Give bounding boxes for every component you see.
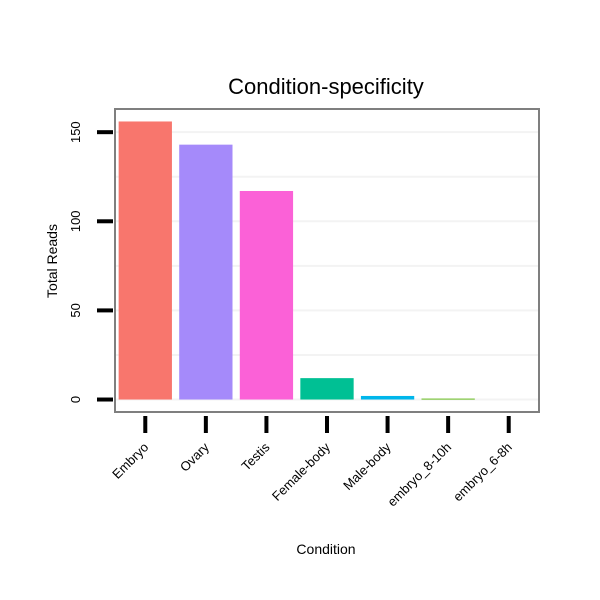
gridlines: [115, 131, 539, 401]
x-tick-label: Embryo: [109, 440, 151, 482]
bar-embryo_8-10h: [421, 398, 475, 400]
y-tick-label: 150: [68, 121, 83, 143]
x-tick-label: embryo_6-8h: [450, 440, 515, 505]
x-tick-label: Male-body: [340, 439, 394, 493]
plot-frame: [114, 108, 540, 413]
bar-testis: [239, 190, 294, 400]
x-axis-label: Condition: [296, 541, 355, 557]
bar-male-body: [360, 395, 415, 400]
x-tick-label: Testis: [238, 439, 272, 473]
y-tick-label: 0: [68, 396, 83, 403]
bars: [118, 121, 475, 400]
chart-title: Condition-specificity: [228, 74, 424, 99]
x-tick-label: embryo_8-10h: [384, 440, 454, 510]
y-tick-label: 50: [68, 303, 83, 317]
bar-ovary: [179, 144, 233, 400]
bar-female-body: [300, 378, 354, 400]
x-tick-label: Female-body: [269, 439, 334, 504]
x-tick-label: Ovary: [177, 439, 212, 474]
y-axis-label: Total Reads: [44, 224, 60, 298]
y-tick-label: 100: [68, 210, 83, 232]
bar-embryo: [118, 121, 172, 400]
y-axis: 0 50 100 150: [68, 121, 113, 403]
